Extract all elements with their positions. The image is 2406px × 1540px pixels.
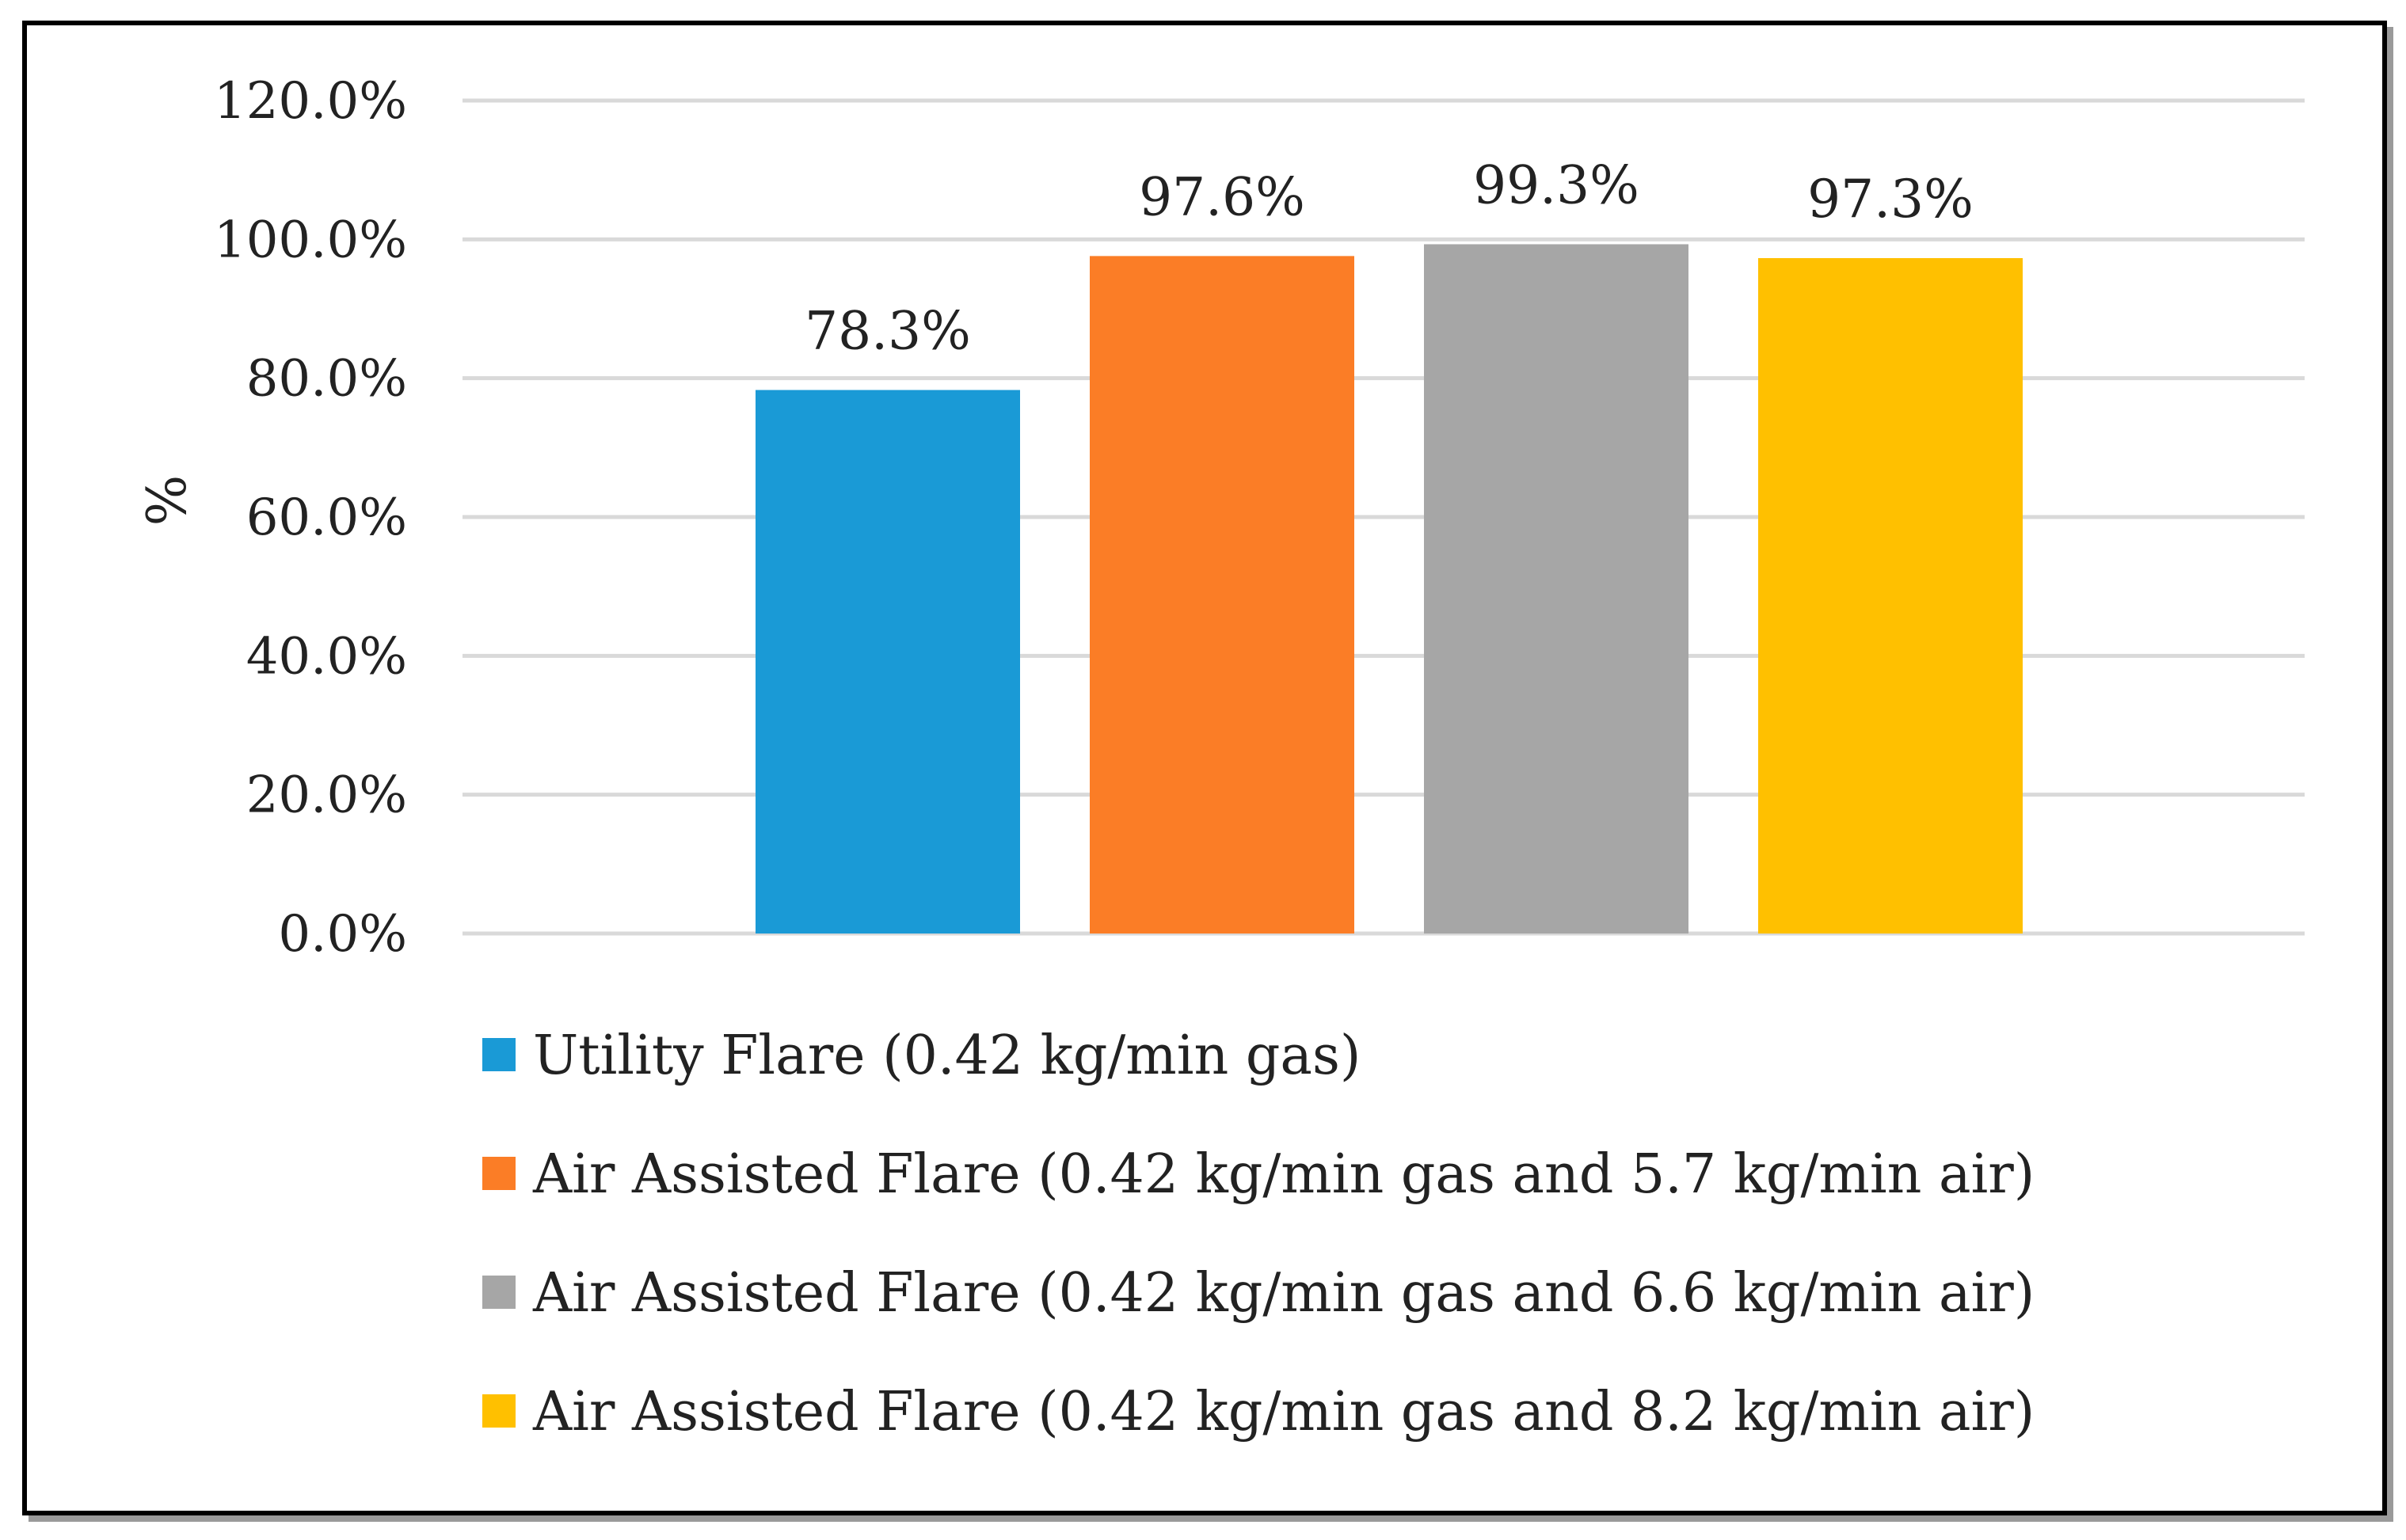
- y-tick-label: 40.0%: [246, 627, 407, 686]
- y-axis-ticks: 0.0% 20.0% 40.0% 60.0% 80.0% 100.0% 120.0%: [214, 72, 407, 964]
- legend-swatch: [482, 1038, 516, 1071]
- legend-swatch: [482, 1394, 516, 1428]
- chart-frame: 0.0% 20.0% 40.0% 60.0% 80.0% 100.0% 120.0% % 7…: [22, 21, 2387, 1515]
- legend: Utility Flare (0.42 kg/min gas) Air Assis…: [482, 1025, 2035, 1443]
- legend-swatch: [482, 1157, 516, 1190]
- bar-1: [756, 390, 1020, 934]
- legend-label: Air Assisted Flare (0.42 kg/min gas and …: [532, 1143, 2035, 1206]
- bar-4: [1758, 258, 2023, 934]
- y-tick-label: 120.0%: [214, 72, 407, 131]
- gridlines: [463, 98, 2305, 936]
- bar-value-label: 97.6%: [1139, 166, 1305, 227]
- legend-label: Air Assisted Flare (0.42 kg/min gas and …: [532, 1381, 2035, 1443]
- y-tick-label: 100.0%: [214, 211, 407, 269]
- y-tick-label: 20.0%: [246, 766, 407, 825]
- y-axis-title: %: [136, 475, 199, 527]
- bar-2: [1090, 256, 1354, 934]
- y-tick-label: 80.0%: [246, 350, 407, 409]
- y-tick-label: 0.0%: [278, 905, 407, 964]
- bar-value-label: 97.3%: [1807, 169, 1974, 230]
- bar-value-label: 78.3%: [805, 301, 971, 362]
- legend-swatch: [482, 1276, 516, 1309]
- legend-label: Utility Flare (0.42 kg/min gas): [533, 1025, 1361, 1087]
- bar-3: [1424, 244, 1688, 934]
- y-tick-label: 60.0%: [246, 489, 407, 547]
- legend-label: Air Assisted Flare (0.42 kg/min gas and …: [532, 1262, 2035, 1325]
- bars: 78.3% 97.6% 99.3% 97.3%: [756, 154, 2023, 934]
- bar-value-label: 99.3%: [1473, 154, 1639, 215]
- bar-chart: 0.0% 20.0% 40.0% 60.0% 80.0% 100.0% 120.0% % 7…: [136, 72, 2305, 1443]
